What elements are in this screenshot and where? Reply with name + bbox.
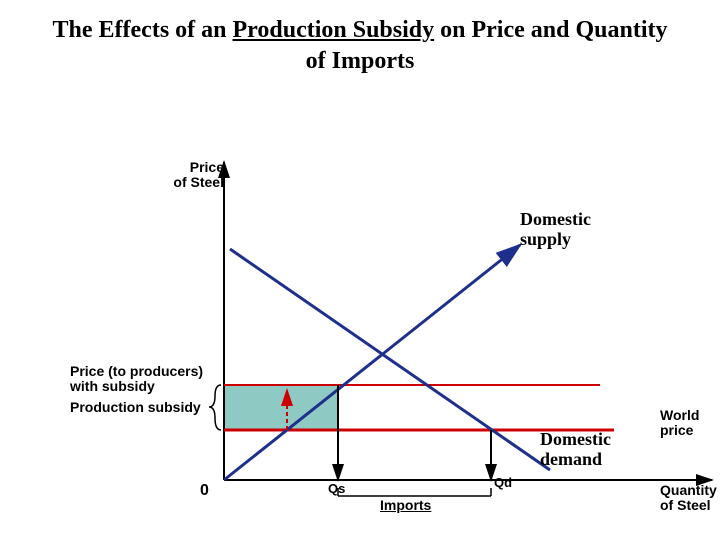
subsidy-brace xyxy=(209,385,221,430)
world-price-label: World price xyxy=(660,408,699,439)
qs-label: Qs xyxy=(328,482,345,496)
qd-label: Qd xyxy=(494,476,512,490)
imports-label: Imports xyxy=(380,498,431,513)
y-axis-label: Price of Steel xyxy=(172,160,224,191)
chart-svg xyxy=(0,150,720,530)
quantity-label: Quantity of Steel xyxy=(660,483,717,514)
subsidy-rect xyxy=(224,385,338,430)
title-part1: The Effects of an xyxy=(53,17,233,43)
domestic-demand-label: Domestic demand xyxy=(540,430,611,470)
production-subsidy-label: Production subsidy xyxy=(70,400,201,415)
price-producers-label: Price (to producers) with subsidy xyxy=(70,364,203,395)
title-underlined: Production Subsidy xyxy=(233,17,435,43)
domestic-supply-label: Domestic supply xyxy=(520,210,591,250)
origin-label: 0 xyxy=(200,482,209,500)
page-title: The Effects of an Production Subsidy on … xyxy=(0,0,720,77)
supply-line xyxy=(224,245,520,480)
econ-diagram: Price of Steel Domestic supply Price (to… xyxy=(0,150,720,530)
